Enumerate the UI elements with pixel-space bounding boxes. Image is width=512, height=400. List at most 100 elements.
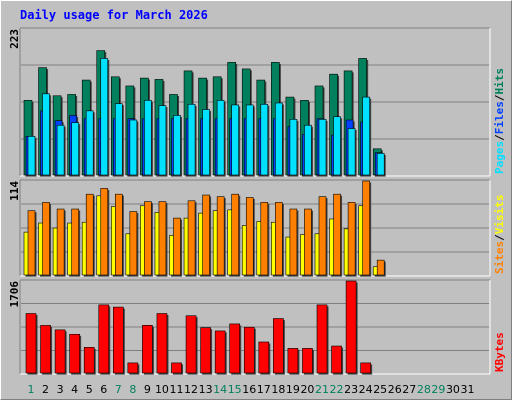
x-tick-label: 10 xyxy=(155,383,169,396)
legend-hits-files-pages-part: Pages xyxy=(493,141,506,174)
sites-bar xyxy=(187,200,196,276)
x-tick-label: 22 xyxy=(330,383,344,396)
sites-bar xyxy=(260,202,269,276)
y-max-label-2: 114 xyxy=(8,181,21,201)
sites-bar xyxy=(173,217,181,276)
pages-bar xyxy=(42,93,50,176)
pages-bar xyxy=(304,124,312,176)
pages-bar xyxy=(275,102,283,176)
kbytes-bar xyxy=(287,348,299,374)
pages-bar xyxy=(289,119,298,176)
pages-bar xyxy=(318,119,327,176)
kbytes-bar xyxy=(54,329,66,374)
legend-sites-visits-part: / xyxy=(493,234,506,241)
legend-kbytes-part: KBytes xyxy=(493,332,506,372)
x-tick-label: 15 xyxy=(228,383,242,396)
x-tick-label: 24 xyxy=(359,383,373,396)
x-tick-label: 7 xyxy=(115,383,122,396)
sites-bar xyxy=(376,259,385,276)
pages-bar xyxy=(260,103,269,176)
x-tick-label: 31 xyxy=(461,383,475,396)
legend-sites-visits-part: Sites xyxy=(493,241,506,274)
x-tick-label: 17 xyxy=(257,383,271,396)
sites-bar xyxy=(27,210,36,276)
sites-bar xyxy=(304,208,312,276)
kbytes-bar xyxy=(243,326,255,374)
sites-bar xyxy=(245,197,254,276)
sites-bar xyxy=(231,193,239,276)
sites-bar xyxy=(289,208,298,276)
pages-bar xyxy=(245,104,254,176)
x-tick-label: 14 xyxy=(213,383,227,396)
pages-bar xyxy=(27,136,36,176)
sites-bar xyxy=(129,211,138,276)
x-tick-label: 19 xyxy=(286,383,300,396)
sites-bar xyxy=(333,193,341,276)
sites-bar xyxy=(71,208,79,276)
kbytes-bar xyxy=(185,315,197,374)
kbytes-bar xyxy=(316,304,328,374)
legend-sites-visits-part: Visits xyxy=(493,195,506,235)
x-tick-label: 6 xyxy=(100,383,107,396)
kbytes-bar xyxy=(331,345,342,374)
legend-hits-files-pages-part: Hits xyxy=(493,68,506,95)
legend-hits-files-pages-part: Files xyxy=(493,101,506,134)
legend-sites-visits: Sites/Visits xyxy=(493,195,506,275)
pages-bar xyxy=(173,115,181,176)
kbytes-bar xyxy=(200,327,211,374)
sites-bar xyxy=(202,194,210,276)
pages-bar xyxy=(202,109,210,176)
kbytes-bar xyxy=(273,318,284,374)
x-tick-label: 21 xyxy=(315,383,329,396)
pages-bar xyxy=(144,100,152,176)
legend-kbytes: KBytes xyxy=(493,332,506,372)
kbytes-bar xyxy=(345,280,357,374)
pages-bar xyxy=(347,128,356,176)
pages-bar xyxy=(216,100,225,176)
sites-bar xyxy=(85,193,94,276)
pages-bar xyxy=(362,96,370,176)
pages-bar xyxy=(158,105,167,176)
y-max-label-1: 223 xyxy=(8,29,21,49)
pages-bar xyxy=(71,122,79,176)
sites-bar xyxy=(100,188,109,276)
kbytes-bar xyxy=(171,362,182,374)
kbytes-bar xyxy=(25,313,37,374)
x-tick-label: 1 xyxy=(28,383,35,396)
x-tick-label: 4 xyxy=(71,383,78,396)
x-tick-label: 9 xyxy=(144,383,151,396)
x-tick-label: 11 xyxy=(170,383,184,396)
pages-bar xyxy=(100,58,109,176)
kbytes-bar xyxy=(229,323,240,374)
x-tick-label: 30 xyxy=(446,383,460,396)
kbytes-bar xyxy=(98,304,110,374)
sites-bar xyxy=(42,202,50,276)
sites-bar xyxy=(158,201,167,276)
pages-bar xyxy=(115,103,123,176)
sites-bar xyxy=(362,180,370,276)
x-tick-label: 29 xyxy=(431,383,445,396)
kbytes-bar xyxy=(69,333,80,374)
pages-bar xyxy=(333,116,341,176)
kbytes-bar xyxy=(214,330,226,374)
pages-bar xyxy=(56,124,65,176)
sites-bar xyxy=(275,202,283,276)
x-tick-label: 13 xyxy=(199,383,213,396)
x-tick-label: 12 xyxy=(184,383,198,396)
x-tick-label: 2 xyxy=(42,383,49,396)
x-tick-label: 5 xyxy=(86,383,93,396)
kbytes-bar xyxy=(40,325,51,374)
kbytes-bar xyxy=(83,347,95,374)
x-tick-label: 16 xyxy=(242,383,256,396)
legend-hits-files-pages-part: / xyxy=(493,134,506,141)
legend-hits-files-pages-part: / xyxy=(493,94,506,101)
x-tick-label: 8 xyxy=(129,383,136,396)
pages-bar xyxy=(85,110,94,176)
x-tick-label: 23 xyxy=(344,383,358,396)
x-tick-label: 18 xyxy=(271,383,285,396)
x-tick-label: 3 xyxy=(57,383,64,396)
pages-bar xyxy=(129,119,138,176)
x-tick-label: 27 xyxy=(402,383,416,396)
pages-bar xyxy=(187,103,196,176)
